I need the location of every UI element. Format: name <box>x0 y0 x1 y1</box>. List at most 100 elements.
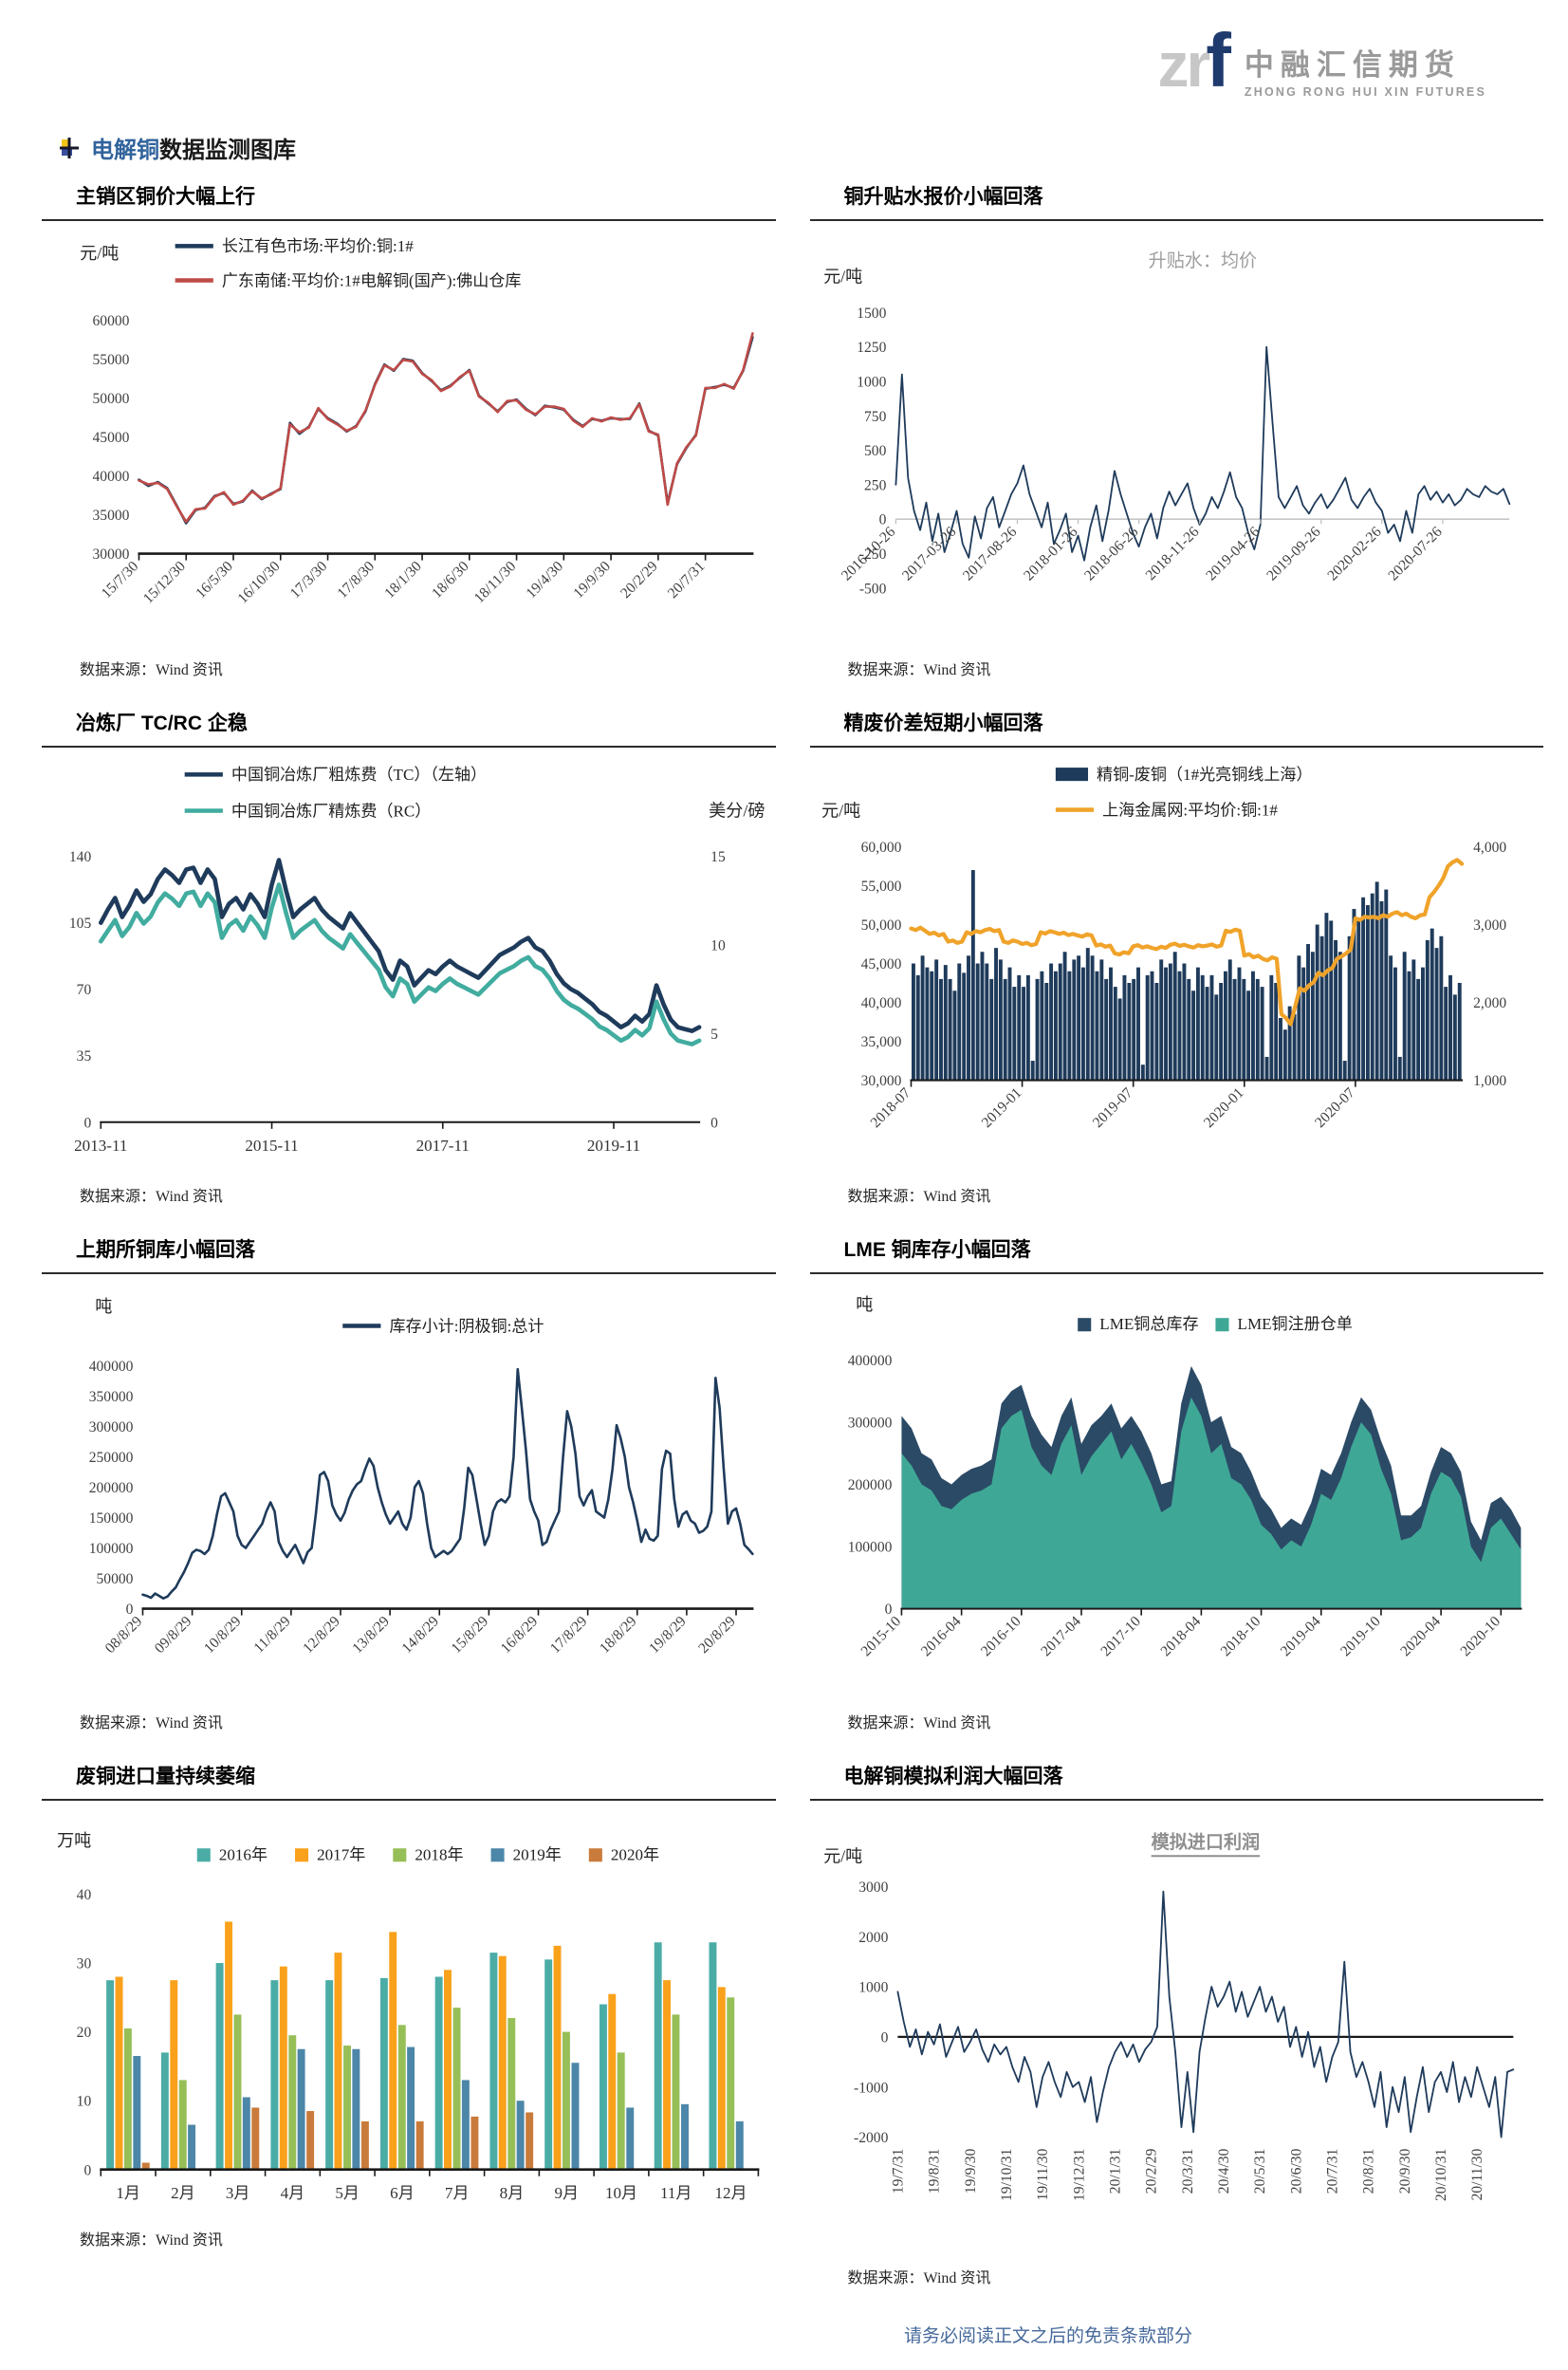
svg-text:13/8/29: 13/8/29 <box>349 1613 393 1657</box>
svg-text:18/6/30: 18/6/30 <box>429 558 472 602</box>
svg-text:精铜-废铜（1#光亮铜线上海）: 精铜-废铜（1#光亮铜线上海） <box>1097 766 1313 784</box>
svg-text:100000: 100000 <box>89 1541 134 1557</box>
chart-title: 冶炼厂 TC/RC 企稳 <box>76 713 248 735</box>
svg-text:-250: -250 <box>858 546 886 563</box>
svg-text:-2000: -2000 <box>854 2130 889 2146</box>
svg-text:元/吨: 元/吨 <box>80 244 119 263</box>
svg-text:11月: 11月 <box>660 2184 692 2202</box>
svg-text:35,000: 35,000 <box>860 1034 901 1050</box>
svg-text:20/1/31: 20/1/31 <box>1107 2149 1123 2194</box>
svg-text:50000: 50000 <box>97 1571 134 1587</box>
svg-text:3月: 3月 <box>226 2184 250 2202</box>
svg-text:1000: 1000 <box>857 375 886 391</box>
svg-text:2019年: 2019年 <box>513 1845 562 1863</box>
svg-text:20/2/29: 20/2/29 <box>618 558 661 602</box>
svg-text:18/8/29: 18/8/29 <box>597 1613 640 1657</box>
svg-text:20/3/31: 20/3/31 <box>1179 2149 1195 2194</box>
svg-text:2017年: 2017年 <box>317 1845 365 1863</box>
svg-text:库存小计:阴极铜:总计: 库存小计:阴极铜:总计 <box>389 1317 544 1335</box>
svg-text:20/2/29: 20/2/29 <box>1143 2148 1159 2194</box>
svg-text:6月: 6月 <box>390 2184 415 2202</box>
svg-text:2019-01: 2019-01 <box>978 1084 1024 1131</box>
tc-rc-chart: 0 35 70 105 140 0 5 10 15 2013-11 2015-11 2017-11 20… <box>69 766 766 1155</box>
svg-text:750: 750 <box>864 409 887 425</box>
svg-text:2013-11: 2013-11 <box>74 1137 127 1155</box>
svg-text:250: 250 <box>864 477 887 493</box>
svg-text:2019-11: 2019-11 <box>587 1137 640 1155</box>
svg-text:40000: 40000 <box>93 469 130 485</box>
data-source: 数据来源：Wind 资讯 <box>847 662 991 679</box>
svg-text:55,000: 55,000 <box>860 879 901 895</box>
svg-text:17/3/30: 17/3/30 <box>287 558 331 602</box>
svg-text:1500: 1500 <box>857 306 886 322</box>
svg-text:300000: 300000 <box>89 1419 134 1435</box>
divider <box>809 746 1543 749</box>
svg-text:18/11/30: 18/11/30 <box>471 558 520 606</box>
scrap-spread-chart: 30,000 35,000 40,000 45,000 50,000 55,000 60,0… <box>821 766 1506 1131</box>
svg-text:2019-04: 2019-04 <box>1277 1613 1323 1659</box>
svg-text:35: 35 <box>77 1048 92 1065</box>
svg-text:10: 10 <box>77 2094 92 2110</box>
svg-text:2018-01-26: 2018-01-26 <box>1021 524 1081 584</box>
chart-block-tc-rc: 冶炼厂 TC/RC 企稳 0 35 70 105 140 0 5 10 15 2013-11 201… <box>42 704 776 1206</box>
svg-text:2020-10: 2020-10 <box>1457 1613 1503 1659</box>
svg-text:45000: 45000 <box>93 430 130 446</box>
svg-text:LME铜注册仓单: LME铜注册仓单 <box>1237 1315 1352 1333</box>
svg-text:60000: 60000 <box>93 313 130 329</box>
svg-text:2020-07-26: 2020-07-26 <box>1385 524 1446 584</box>
svg-text:19/4/30: 19/4/30 <box>523 558 566 602</box>
svg-text:200000: 200000 <box>847 1477 892 1493</box>
svg-text:19/10/31: 19/10/31 <box>998 2149 1014 2201</box>
divider <box>42 1799 776 1802</box>
svg-text:20/7/31: 20/7/31 <box>1324 2149 1340 2194</box>
svg-text:上海金属网:平均价:铜:1#: 上海金属网:平均价:铜:1# <box>1102 801 1278 819</box>
svg-text:19/8/29: 19/8/29 <box>646 1613 690 1657</box>
svg-text:2019-04-26: 2019-04-26 <box>1203 524 1264 584</box>
chart-block-import-profit: 电解铜模拟利润大幅回落 -2000 -1000 0 1000 2000 3000 19/7/… <box>809 1757 1543 2287</box>
chart-block-shfe-stock: 上期所铜库小幅回落 0 50000 100000 150000 200000 250000… <box>42 1231 776 1732</box>
svg-text:20/7/31: 20/7/31 <box>665 558 709 602</box>
svg-text:5: 5 <box>710 1027 718 1043</box>
svg-text:吨: 吨 <box>95 1297 112 1316</box>
svg-text:1,000: 1,000 <box>1473 1073 1506 1089</box>
svg-text:2020-01: 2020-01 <box>1200 1084 1246 1131</box>
shfe-stock-chart: 0 50000 100000 150000 200000 250000 300000 3500… <box>89 1297 754 1657</box>
svg-text:0: 0 <box>884 1602 892 1618</box>
svg-text:50,000: 50,000 <box>860 917 901 934</box>
svg-text:15/8/29: 15/8/29 <box>449 1613 492 1657</box>
svg-text:-1000: -1000 <box>854 2080 889 2096</box>
svg-text:2,000: 2,000 <box>1473 995 1506 1011</box>
svg-text:2019-09-26: 2019-09-26 <box>1264 524 1324 584</box>
svg-text:350000: 350000 <box>89 1389 134 1405</box>
svg-text:2018-07: 2018-07 <box>867 1084 913 1131</box>
svg-text:9月: 9月 <box>554 2184 579 2202</box>
svg-text:2017-11: 2017-11 <box>416 1137 470 1155</box>
data-source: 数据来源：Wind 资讯 <box>847 1189 991 1206</box>
svg-text:0: 0 <box>710 1115 718 1131</box>
svg-text:2017-04: 2017-04 <box>1038 1613 1084 1659</box>
svg-text:万吨: 万吨 <box>57 1831 91 1850</box>
svg-text:500: 500 <box>864 443 887 459</box>
svg-text:250000: 250000 <box>89 1450 134 1466</box>
svg-text:元/吨: 元/吨 <box>823 1846 862 1865</box>
svg-text:吨: 吨 <box>856 1295 873 1314</box>
svg-text:2020-02-26: 2020-02-26 <box>1324 524 1385 584</box>
svg-text:30,000: 30,000 <box>860 1073 901 1089</box>
svg-text:3,000: 3,000 <box>1473 917 1506 934</box>
divider <box>809 1272 1543 1275</box>
svg-text:17/8/29: 17/8/29 <box>547 1613 591 1657</box>
section-header: 电解铜数据监测图库 <box>0 102 1568 177</box>
svg-text:400000: 400000 <box>847 1353 892 1369</box>
svg-text:400000: 400000 <box>89 1359 134 1375</box>
svg-text:2018-10: 2018-10 <box>1217 1613 1264 1659</box>
svg-text:19/9/30: 19/9/30 <box>962 2148 978 2194</box>
page-title: 电解铜数据监测图库 <box>91 131 296 164</box>
svg-text:105: 105 <box>69 916 92 932</box>
svg-text:2018-06-26: 2018-06-26 <box>1081 524 1142 584</box>
svg-text:20/5/31: 20/5/31 <box>1252 2149 1268 2194</box>
svg-text:14/8/29: 14/8/29 <box>398 1613 442 1657</box>
divider <box>809 219 1543 221</box>
svg-text:4,000: 4,000 <box>1473 840 1506 856</box>
svg-text:2018-04: 2018-04 <box>1157 1613 1204 1659</box>
svg-text:1000: 1000 <box>858 1980 888 1996</box>
